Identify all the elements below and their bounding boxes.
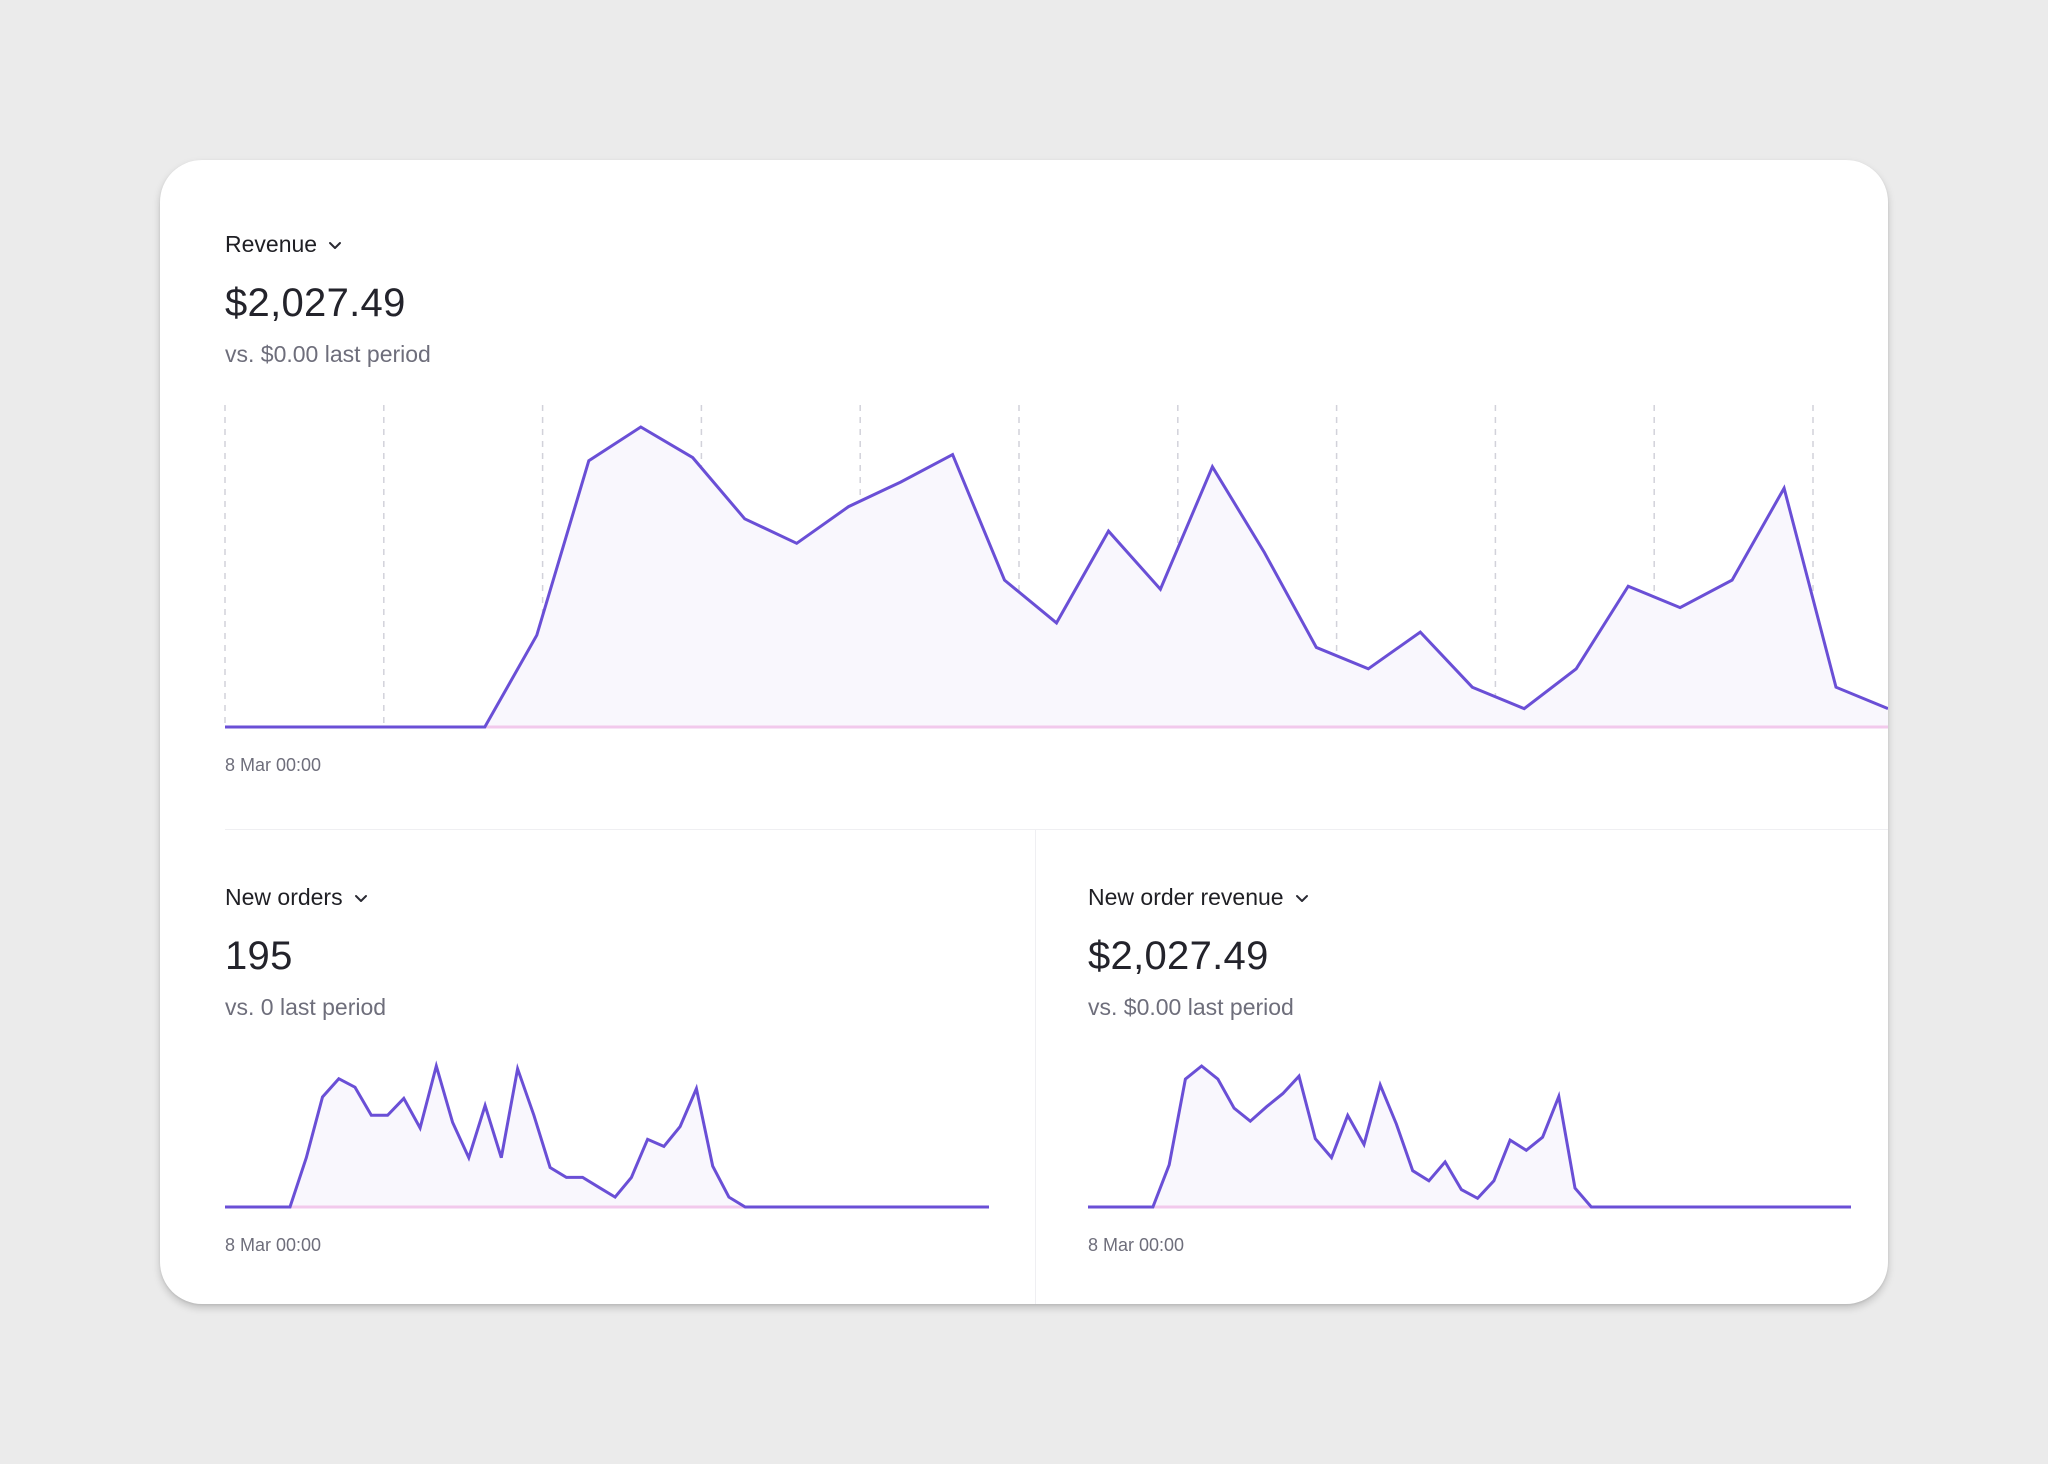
chevron-down-icon — [1294, 890, 1310, 906]
new-order-revenue-chart — [1088, 1064, 1851, 1209]
new-order-revenue-x-tick-label: 8 Mar 00:00 — [1088, 1235, 1185, 1255]
revenue-compare: vs. $0.00 last period — [225, 341, 431, 367]
series-area — [1088, 1066, 1851, 1207]
new-order-revenue-value: $2,027.49 — [1088, 934, 1269, 978]
new-order-revenue-compare: vs. $0.00 last period — [1088, 994, 1294, 1020]
series-line — [225, 425, 1888, 729]
new-orders-compare: vs. 0 last period — [225, 994, 387, 1020]
series-area — [225, 427, 1888, 727]
column-divider — [1035, 830, 1036, 1304]
new-order-revenue-metric-label: New order revenue — [1088, 884, 1284, 910]
revenue-x-tick-label: 8 Mar 00:00 — [225, 755, 322, 775]
new-orders-metric-label: New orders — [225, 884, 343, 910]
new-order-revenue-metric-dropdown[interactable]: New order revenue — [1088, 886, 1310, 909]
chevron-down-icon — [327, 237, 343, 253]
new-orders-chart — [225, 1060, 989, 1209]
revenue-metric-dropdown[interactable]: Revenue — [225, 233, 343, 256]
revenue-chart — [224, 405, 1888, 729]
revenue-value: $2,027.49 — [225, 281, 406, 325]
revenue-metric-label: Revenue — [225, 231, 318, 257]
series-line — [225, 1060, 989, 1209]
new-orders-x-tick-label: 8 Mar 00:00 — [225, 1235, 322, 1255]
section-divider — [225, 829, 1888, 830]
series-line — [1088, 1064, 1851, 1209]
analytics-card: Revenue $2,027.49 vs. $0.00 last period … — [160, 160, 1888, 1304]
series-area — [225, 1066, 989, 1207]
new-orders-value: 195 — [225, 934, 293, 978]
new-orders-metric-dropdown[interactable]: New orders — [225, 886, 369, 909]
chevron-down-icon — [353, 890, 369, 906]
